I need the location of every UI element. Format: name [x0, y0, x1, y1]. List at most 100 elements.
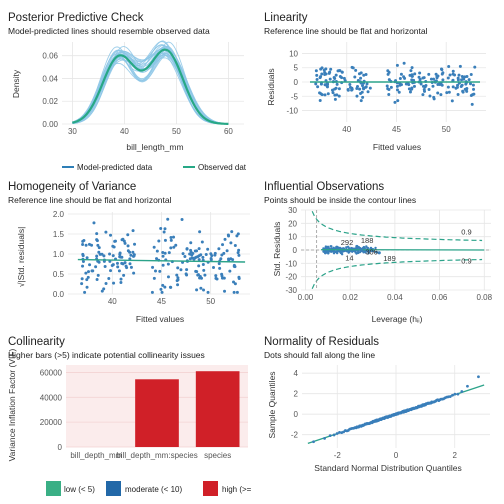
linearity-point — [423, 90, 426, 93]
linearity-point — [314, 82, 317, 85]
linearity-point — [410, 73, 413, 76]
homogeneity-point — [97, 251, 100, 254]
homogeneity-point — [90, 244, 93, 247]
linearity-point — [387, 73, 390, 76]
linearity-point — [358, 88, 361, 91]
homogeneity-point — [228, 270, 231, 273]
normality-title: Normality of Residuals — [264, 336, 379, 348]
normality-point — [457, 393, 460, 396]
linearity-point — [472, 88, 475, 91]
linearity-point — [452, 79, 455, 82]
collinearity-ylabel: Variance Inflation Factor (VIF) — [7, 348, 17, 461]
influence-point — [336, 252, 338, 254]
homogeneity-point — [200, 277, 203, 280]
linearity-point — [471, 103, 474, 106]
homogeneity-point — [120, 262, 123, 265]
influence-point — [328, 250, 330, 252]
linearity-point — [316, 85, 319, 88]
influence-ytick: 20 — [288, 219, 297, 228]
linearity-point — [441, 78, 444, 81]
homogeneity-point — [132, 229, 135, 232]
homogeneity-point — [221, 243, 224, 246]
homogeneity-point — [119, 256, 122, 259]
normality-point — [466, 385, 469, 388]
homogeneity-point — [163, 230, 166, 233]
collinearity-bar — [196, 371, 240, 447]
linearity-point — [390, 86, 393, 89]
homogeneity-point — [185, 268, 188, 271]
linearity-point — [336, 83, 339, 86]
homogeneity-point — [214, 252, 217, 255]
homogeneity-point — [163, 227, 166, 230]
linearity-point — [319, 76, 322, 79]
influence-contour-lower — [312, 260, 482, 289]
homogeneity-point — [82, 239, 85, 242]
normality-ylabel: Sample Quantiles — [267, 371, 277, 438]
homogeneity-point — [229, 241, 232, 244]
homogeneity-point — [91, 269, 94, 272]
linearity-point — [360, 99, 363, 102]
linearity-point — [329, 68, 332, 71]
homogeneity-point — [128, 262, 131, 265]
homogeneity-point — [130, 266, 133, 269]
influence-point — [362, 247, 364, 249]
linearity-point — [329, 78, 332, 81]
influence-xtick: 0.08 — [477, 293, 493, 302]
homogeneity-point — [95, 255, 98, 258]
linearity-point — [410, 88, 413, 91]
linearity-point — [353, 75, 356, 78]
ppc-xtick: 40 — [120, 127, 129, 136]
linearity-point — [393, 101, 396, 104]
homogeneity-plot: 0.0 0.5 1.0 1.5 2.0 40 45 50 — [53, 210, 250, 306]
homogeneity-point — [195, 270, 198, 273]
homogeneity-point — [127, 249, 130, 252]
normality-xtick: 2 — [453, 451, 458, 460]
linearity-point — [400, 73, 403, 76]
homogeneity-point — [102, 254, 105, 257]
linearity-point — [473, 66, 476, 69]
homogeneity-xlabel: Fitted values — [136, 314, 184, 324]
collinearity-title: Collinearity — [8, 336, 65, 348]
homogeneity-point — [155, 257, 158, 260]
homogeneity-point — [132, 272, 135, 275]
influence-point-label: 14 — [345, 253, 353, 262]
normality-point — [460, 390, 463, 393]
homogeneity-point — [82, 254, 85, 257]
linearity-point — [387, 93, 390, 96]
homogeneity-ytick: 0.5 — [53, 270, 65, 279]
linearity-point — [321, 66, 324, 69]
homogeneity-point — [202, 269, 205, 272]
homogeneity-point — [164, 252, 167, 255]
homogeneity-point — [85, 278, 88, 281]
ppc-xtick: 60 — [224, 127, 233, 136]
homogeneity-point — [157, 240, 160, 243]
homogeneity-point — [87, 270, 90, 273]
linearity-point — [396, 64, 399, 67]
influence-point — [333, 252, 335, 254]
homogeneity-point — [198, 247, 201, 250]
homogeneity-point — [224, 238, 227, 241]
homogeneity-point — [175, 274, 178, 277]
influence-point-label: 306 — [365, 247, 378, 256]
homogeneity-xtick: 50 — [206, 297, 215, 306]
homogeneity-point — [183, 255, 186, 258]
influence-xtick: 0.06 — [432, 293, 448, 302]
collinearity-ytick: 60000 — [40, 368, 63, 377]
influence-point — [354, 251, 356, 253]
homogeneity-point — [96, 278, 99, 281]
homogeneity-point — [81, 243, 84, 246]
collinearity-ytick: 20000 — [40, 418, 63, 427]
homogeneity-point — [164, 239, 167, 242]
homogeneity-point — [186, 247, 189, 250]
linearity-point — [315, 69, 318, 72]
legend-high-label: high (>= — [222, 485, 252, 494]
linearity-point — [399, 77, 402, 80]
homogeneity-point — [201, 256, 204, 259]
normality-xlabel: Standard Normal Distribution Quantiles — [314, 463, 461, 473]
collinearity-ytick: 0 — [58, 443, 63, 452]
homogeneity-point — [203, 274, 206, 277]
homogeneity-point — [209, 252, 212, 255]
legend-moderate-label: moderate (< 10) — [125, 485, 182, 494]
linearity-point — [422, 85, 425, 88]
influence-ytick: -10 — [285, 259, 297, 268]
